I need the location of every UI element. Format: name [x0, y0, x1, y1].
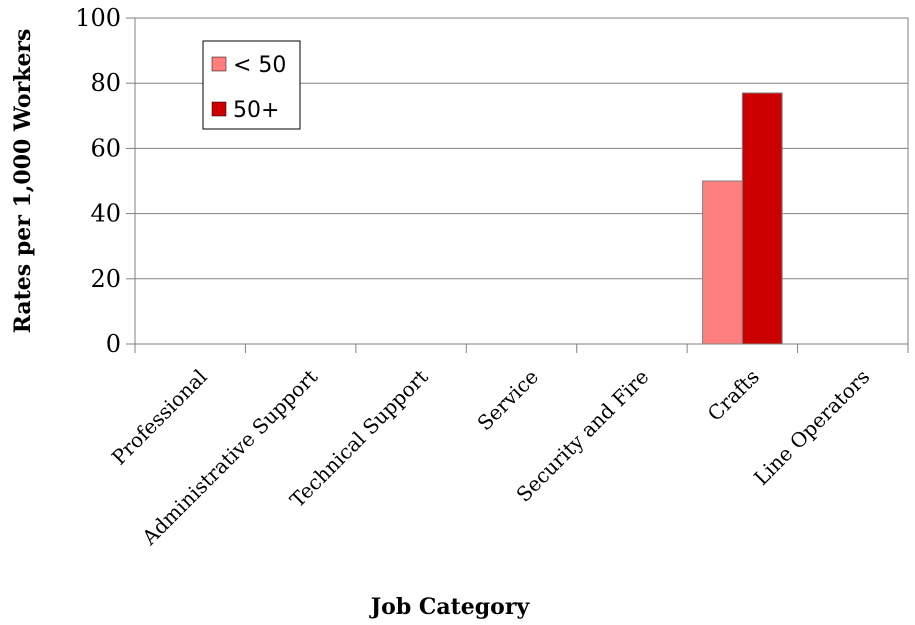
legend-label-under-50: < 50: [233, 53, 286, 78]
x-category-label: Crafts: [703, 365, 764, 426]
legend: < 50 50+: [202, 40, 301, 130]
y-tick-label: 80: [90, 69, 121, 97]
x-category-label: Professional: [107, 365, 212, 470]
legend-swatch-under-50: [211, 56, 227, 72]
y-tick-label: 20: [90, 265, 121, 293]
y-axis-title: Rates per 1,000 Workers: [10, 29, 36, 334]
y-tick-label: 0: [106, 330, 121, 358]
y-tick-label: 40: [90, 200, 121, 228]
bar-50-plus: [741, 92, 783, 345]
x-category-label: Service: [472, 365, 543, 436]
x-axis-title: Job Category: [369, 594, 531, 620]
x-category-label: Line Operators: [749, 365, 874, 490]
legend-label-50-plus: 50+: [233, 98, 279, 123]
bar-under-50: [702, 180, 743, 345]
legend-swatch-50-plus: [211, 101, 227, 117]
y-tick-label: 60: [90, 134, 121, 162]
y-tick-label: 100: [75, 4, 121, 32]
x-category-label: Administrative Support: [137, 365, 323, 551]
